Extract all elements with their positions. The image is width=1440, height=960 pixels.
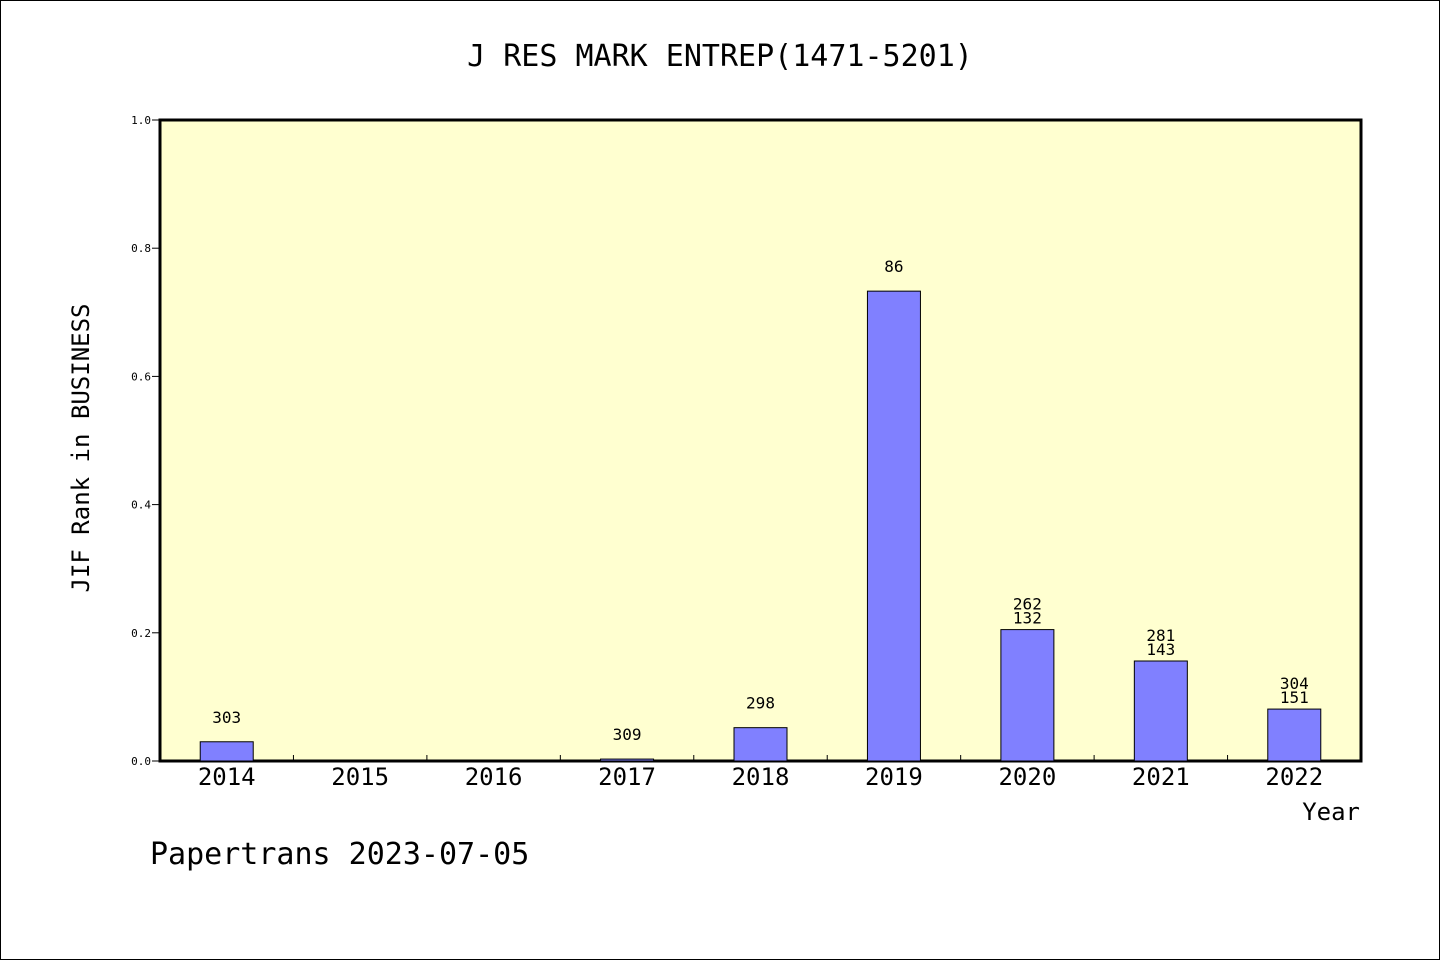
x-tick-label: 2018	[732, 763, 790, 791]
x-tick-label: 2017	[598, 763, 656, 791]
y-tick-label: 0.2	[131, 627, 151, 640]
x-axis-ticks: 2014 2015 2016 2017 2018 2019 2020 2021 2022	[198, 755, 1323, 791]
x-tick-label: 2019	[865, 763, 923, 791]
x-axis-label: Year	[1302, 798, 1360, 826]
y-tick-label: 0.8	[131, 242, 151, 255]
bar-2017	[600, 758, 655, 762]
data-label: 86	[884, 257, 903, 276]
data-label: 298	[746, 694, 775, 713]
x-tick-label: 2021	[1132, 763, 1190, 791]
plot-area	[158, 118, 1363, 763]
x-tick-label: 2014	[198, 763, 256, 791]
y-axis-label: JIF Rank in BUSINESS	[67, 304, 95, 593]
x-tick-label: 2022	[1265, 763, 1323, 791]
data-label: 151	[1280, 688, 1309, 707]
bar-2021	[1133, 660, 1188, 762]
y-tick-label: 0.6	[131, 370, 151, 383]
x-tick-label: 2015	[331, 763, 389, 791]
bar-2019	[866, 290, 921, 762]
y-axis-ticks: 0.0 0.2 0.4 0.6 0.8 1.0	[131, 114, 160, 768]
bar-series	[199, 290, 1322, 762]
bar-2022	[1267, 708, 1322, 762]
data-label: 281	[1146, 626, 1175, 645]
data-label: 132	[1013, 609, 1042, 628]
data-label: 143	[1146, 640, 1175, 659]
chart-title: J RES MARK ENTREP(1471-5201)	[467, 39, 973, 74]
data-label: 262	[1013, 595, 1042, 614]
footer-stamp: Papertrans 2023-07-05	[150, 837, 529, 872]
y-tick-label: 0.4	[131, 499, 151, 512]
data-label: 309	[613, 725, 642, 744]
bar-2014	[199, 741, 254, 762]
y-tick-label: 0.0	[131, 755, 151, 768]
bar-2018	[733, 727, 788, 762]
y-tick-label: 1.0	[131, 114, 151, 127]
x-tick-label: 2016	[465, 763, 523, 791]
data-label: 304	[1280, 674, 1309, 693]
data-label: 303	[212, 708, 241, 727]
x-tick-label: 2020	[998, 763, 1056, 791]
bar-2020	[1000, 629, 1055, 762]
